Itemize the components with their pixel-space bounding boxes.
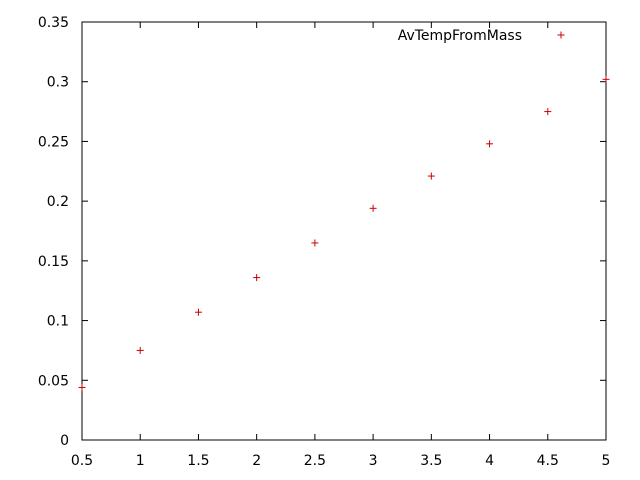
data-point	[427, 172, 435, 180]
x-tick-label: 3	[369, 453, 378, 469]
data-point	[136, 346, 144, 354]
x-tick-label: 4.5	[537, 453, 559, 469]
x-tick-label: 1.5	[187, 453, 209, 469]
data-point	[369, 204, 377, 212]
axis-ticks	[81, 21, 607, 441]
legend: AvTempFromMass	[398, 28, 565, 44]
legend-entry-label: AvTempFromMass	[398, 28, 522, 44]
x-tick-label: 5	[602, 453, 611, 469]
x-tick-label: 4	[485, 453, 494, 469]
x-tick-label: 1	[136, 453, 145, 469]
data-point	[194, 308, 202, 316]
data-point	[311, 239, 319, 247]
y-tick-label: 0.05	[38, 373, 69, 389]
axis-tick-labels: 0.5 1 1.5 2 2.5 3 3.5 4 4.5 5 0 0.05 0.1 0.15 0.2 0.25 0…	[38, 15, 611, 469]
x-tick-label: 2	[252, 453, 261, 469]
x-tick-label: 2.5	[304, 453, 326, 469]
x-tick-label: 3.5	[420, 453, 442, 469]
y-tick-label: 0.2	[47, 194, 69, 210]
data-point	[78, 383, 86, 391]
y-tick-label: 0.3	[47, 75, 69, 91]
data-point	[602, 75, 610, 83]
x-tick-label: 0.5	[71, 453, 93, 469]
data-point	[486, 140, 494, 148]
data-points	[78, 75, 610, 391]
y-tick-label: 0	[60, 433, 69, 449]
data-point	[253, 274, 261, 282]
legend-marker	[557, 31, 565, 39]
y-tick-label: 0.25	[38, 134, 69, 150]
y-tick-label: 0.15	[38, 254, 69, 270]
plot-frame	[81, 21, 607, 441]
y-tick-label: 0.1	[47, 314, 69, 330]
legend-marker-plus	[557, 31, 565, 39]
y-tick-label: 0.35	[38, 15, 69, 31]
data-point	[544, 108, 552, 116]
